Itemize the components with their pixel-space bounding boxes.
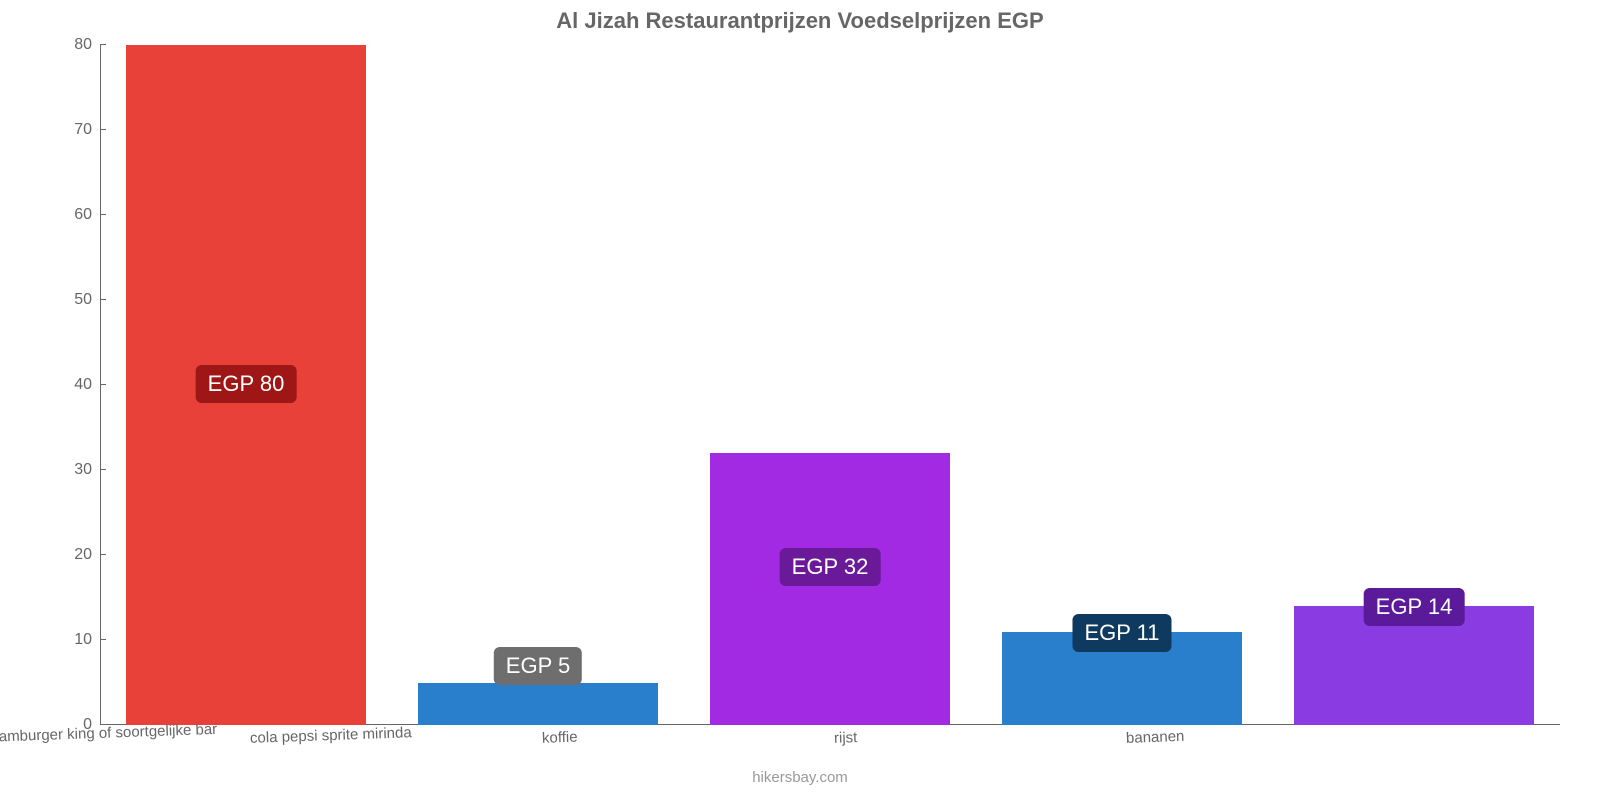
y-tick-mark [100,639,106,640]
chart-plot-area: 01020304050607080 EGP 80EGP 5EGP 32EGP 1… [100,45,1560,725]
y-tick-label: 70 [74,121,92,139]
bar-slot: EGP 32 [684,45,976,725]
bar-slot: EGP 5 [392,45,684,725]
bar-slot: EGP 80 [100,45,392,725]
bar-value-badge: EGP 11 [1072,614,1171,652]
y-tick-label: 40 [74,376,92,394]
y-tick-label: 80 [74,36,92,54]
y-axis: 01020304050607080 [50,45,100,725]
bar-value-badge: EGP 80 [196,365,297,403]
bar: EGP 5 [418,683,657,726]
y-tick-label: 50 [74,291,92,309]
bar-slot: EGP 11 [976,45,1268,725]
bar-value-badge: EGP 14 [1364,588,1465,626]
y-tick-label: 10 [74,631,92,649]
bar-slot: EGP 14 [1268,45,1560,725]
bar: EGP 32 [710,453,949,725]
y-tick-mark [100,44,106,45]
y-tick-mark [100,384,106,385]
y-tick-label: 60 [74,206,92,224]
bars-container: EGP 80 EGP 5 EGP 32 EGP 11 EGP 14 [100,45,1560,725]
y-tick-mark [100,129,106,130]
bar-value-badge: EGP 5 [494,647,582,685]
y-tick-label: 20 [74,546,92,564]
y-tick-mark [100,469,106,470]
y-tick-mark [100,299,106,300]
x-axis-labels: mac hamburger king of soortgelijke barco… [100,730,1560,747]
y-tick-mark [100,214,106,215]
bar-value-badge: EGP 32 [780,548,881,586]
y-tick-label: 30 [74,461,92,479]
chart-title: Al Jizah Restaurantprijzen Voedselprijze… [0,0,1600,34]
bar: EGP 80 [126,45,365,725]
bar: EGP 14 [1294,606,1533,725]
bar: EGP 11 [1002,632,1241,726]
x-axis-label: mac hamburger king of soortgelijke bar [0,720,246,747]
y-tick-mark [100,554,106,555]
attribution-text: hikersbay.com [0,769,1600,786]
